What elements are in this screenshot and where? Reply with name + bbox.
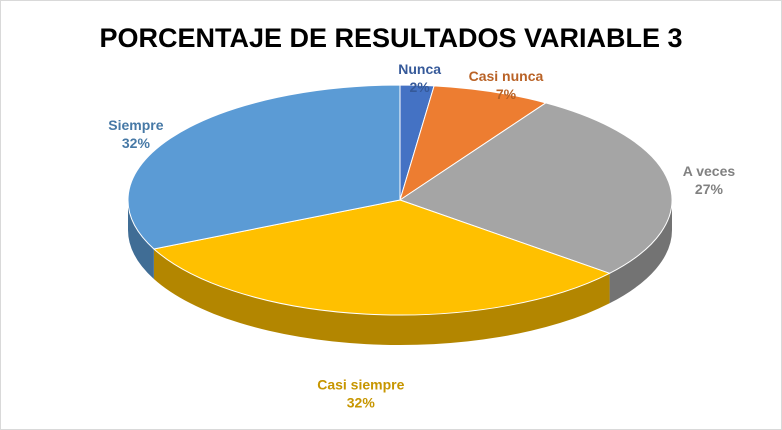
- slice: [399, 85, 547, 202]
- slice: [152, 199, 611, 316]
- data-label-name: Siempre: [108, 117, 163, 133]
- data-label-value: 2%: [410, 79, 431, 95]
- data-label-name: A veces: [683, 163, 736, 179]
- slice-side: [128, 200, 154, 279]
- slice-side: [153, 248, 610, 345]
- data-label-value: 32%: [347, 395, 376, 411]
- slice: [398, 102, 673, 274]
- data-label-value: 32%: [122, 135, 151, 151]
- data-label-name: Nunca: [398, 61, 441, 77]
- data-label-value: 7%: [496, 86, 517, 102]
- data-label-name: Casi siempre: [317, 377, 404, 393]
- data-label-value: 27%: [695, 181, 724, 197]
- slice: [127, 84, 401, 250]
- chart-title: PORCENTAJE DE RESULTADOS VARIABLE 3: [99, 23, 682, 53]
- data-label-name: Casi nunca: [469, 68, 544, 84]
- slice-side: [609, 200, 672, 304]
